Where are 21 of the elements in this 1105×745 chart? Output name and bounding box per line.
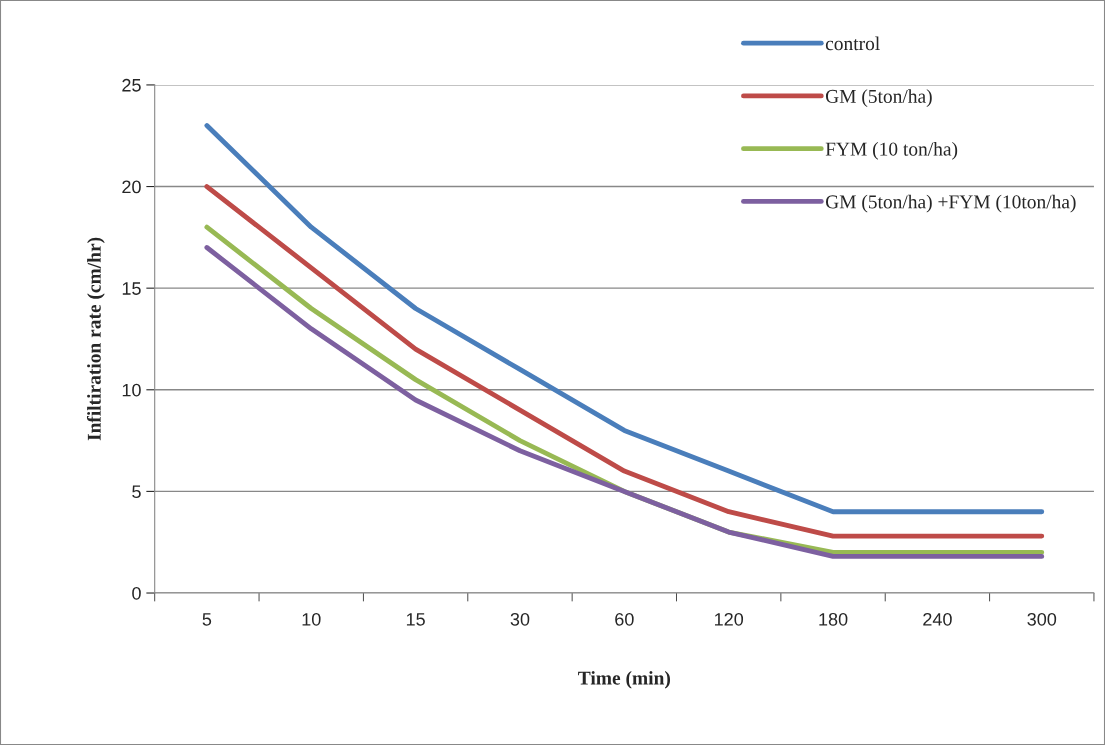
y-tick-label: 15 — [122, 282, 141, 295]
legend-label: FYM (10 ton/ha) — [825, 142, 958, 160]
x-tick-label: 120 — [715, 612, 744, 626]
x-tick-label: 15 — [406, 613, 425, 626]
x-axis-title: Time (min) — [578, 670, 671, 689]
x-tick-label: 240 — [923, 612, 952, 626]
legend-label: control — [825, 36, 880, 51]
x-tick-label: 60 — [615, 612, 634, 626]
x-tick-label: 180 — [819, 612, 848, 626]
x-tick-label: 10 — [302, 612, 321, 626]
y-tick-label: 5 — [132, 485, 141, 499]
y-tick-label: 0 — [132, 586, 141, 600]
x-tick-label: 5 — [202, 613, 212, 626]
x-tick-label: 30 — [510, 612, 530, 626]
legend-label: GM (5ton/ha) — [825, 89, 932, 107]
y-tick-label: 25 — [122, 78, 141, 92]
y-tick-label: 20 — [122, 180, 141, 194]
legend-label: GM (5ton/ha) +FYM (10ton/ha) — [825, 194, 1076, 213]
y-tick-label: 10 — [122, 383, 141, 397]
y-axis-title: Infiltiration rate (cm/hr) — [86, 237, 105, 441]
x-tick-label: 300 — [1027, 612, 1057, 626]
